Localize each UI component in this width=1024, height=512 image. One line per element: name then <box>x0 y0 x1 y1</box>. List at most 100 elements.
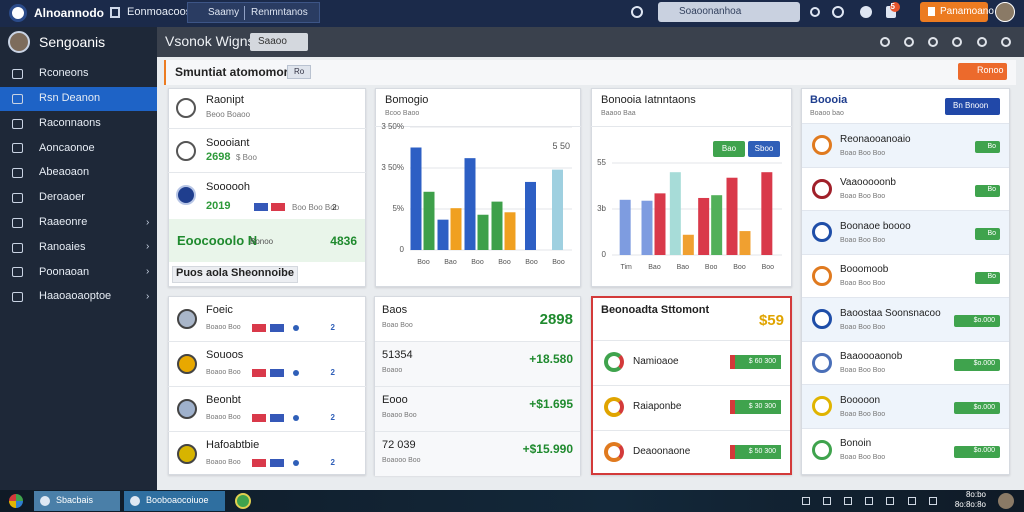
list-row-title: Booomoob <box>840 264 889 276</box>
list-button-label[interactable]: Bn Bnoon <box>953 101 989 111</box>
chart-button[interactable] <box>748 141 780 157</box>
list-row-title: Baoostaa Soonsnacoo <box>840 307 941 319</box>
page-action[interactable] <box>958 63 1007 80</box>
chevron: › <box>146 266 150 278</box>
active-item <box>0 86 157 111</box>
list-row-title: Baaoooaonob <box>840 351 903 363</box>
statement-row: Namioaoe <box>633 355 679 367</box>
action-label[interactable]: Panamoano <box>940 5 994 17</box>
taskbar-app[interactable] <box>34 491 120 511</box>
logo-icon <box>9 4 27 22</box>
badge-label: Bo <box>987 273 996 281</box>
amount-button[interactable] <box>730 445 781 459</box>
badge <box>954 315 1000 327</box>
statement-row: Raiaponbe <box>633 400 682 412</box>
menu-item[interactable]: Rsn Deanon <box>39 91 101 104</box>
chip <box>270 369 284 377</box>
nav-tab[interactable]: Eonmoacoos <box>127 6 192 19</box>
menu-item[interactable]: Haaoaoaoptoe <box>39 290 112 303</box>
menu-icon <box>12 217 23 228</box>
row-icon <box>812 439 832 460</box>
badge <box>975 184 1000 197</box>
chart-button-label[interactable]: Sboo <box>754 144 774 154</box>
row-icon <box>604 352 624 372</box>
row-band <box>375 431 580 476</box>
menu-icon <box>12 242 23 253</box>
highlight-title: Eoocooolo N <box>177 232 258 248</box>
app-icon <box>40 496 50 506</box>
list-row-sub: Boao Boo Boo <box>840 323 886 331</box>
row-divider <box>168 431 366 432</box>
list-row-sub: Boao Boo Boo <box>840 367 886 375</box>
tray-icon <box>844 497 852 505</box>
row-divider <box>593 385 790 386</box>
stat-sub: Boaoo Boo <box>382 411 417 419</box>
crumb-box <box>187 2 320 23</box>
app-icon <box>130 496 140 506</box>
badge-label: $o.000 <box>973 316 995 324</box>
list-button[interactable] <box>945 98 1000 115</box>
page-action-label[interactable]: Ronoo <box>977 65 1004 76</box>
row-note: $ Boo <box>236 153 257 163</box>
amount-label[interactable]: $ 60 300 <box>748 357 776 365</box>
row-sub: Boo Boo Boo <box>292 203 340 213</box>
page-title: Smuntiat atomomor <box>175 64 289 79</box>
badge-dot <box>890 2 900 12</box>
stat-value: +$15.990 <box>522 441 573 456</box>
badge <box>954 358 1000 371</box>
menu-item[interactable]: Deroaoer <box>39 191 85 204</box>
row-title: Soooiant <box>206 137 250 150</box>
taskbar-app-label[interactable]: Booboaocoiuoe <box>146 495 209 506</box>
statement-value: $59 <box>758 311 784 329</box>
chart-button-label[interactable]: Bao <box>721 144 737 154</box>
menu-item[interactable]: Poonaoan <box>39 265 90 278</box>
stat-value: +18.580 <box>529 351 573 366</box>
icon <box>860 6 872 18</box>
crumb-page: Renmntanos <box>251 6 308 18</box>
amount-label[interactable]: $ 50 300 <box>748 447 776 455</box>
icon <box>928 7 935 16</box>
taskbar-app[interactable] <box>124 491 225 511</box>
menu-item[interactable]: Rconeons <box>39 67 89 80</box>
badge <box>975 228 1000 240</box>
search-box[interactable] <box>658 2 800 22</box>
user-name: Sengoanis <box>39 34 106 51</box>
taskbar-app-label[interactable]: Sbacbais <box>56 495 94 506</box>
row-sub: Boaoo Boo <box>206 458 241 466</box>
tray-icon <box>886 497 894 505</box>
row-band <box>375 386 580 431</box>
menu-icon <box>12 193 23 203</box>
stat-sub: Boaoo <box>382 366 403 374</box>
row-note: 2 <box>330 458 335 468</box>
row-icon <box>812 352 832 373</box>
toolbar-icon <box>904 37 914 47</box>
chart-button[interactable] <box>713 141 745 157</box>
chart-subtitle: Baaoo Baa <box>601 109 636 117</box>
chip <box>293 415 299 421</box>
action-button[interactable] <box>920 2 988 22</box>
amount-button[interactable] <box>730 355 781 369</box>
chip <box>293 325 299 331</box>
amount-label[interactable]: $ 30 300 <box>748 402 776 410</box>
chart-title: Bomogio <box>385 94 429 107</box>
stat-title: 72 039 <box>382 439 416 452</box>
toolbar-icon <box>928 37 938 47</box>
stat-value: +$1.695 <box>529 396 573 411</box>
toolbar-button-label[interactable]: Saaoo <box>258 35 287 47</box>
amount-button[interactable] <box>730 400 781 414</box>
badge-label: Bo <box>987 186 996 194</box>
stat-title: Baos <box>382 304 408 317</box>
row-icon <box>812 222 832 242</box>
search-text[interactable]: Soaoonanhoa <box>679 5 742 17</box>
toolbar-button[interactable] <box>250 33 308 51</box>
menu-item[interactable]: Ranoaies <box>39 240 86 253</box>
list-row <box>802 253 1009 297</box>
panel <box>168 296 366 475</box>
menu-item[interactable]: Raaeonre <box>39 215 88 228</box>
menu-item[interactable]: Abeaoaon <box>39 166 90 179</box>
chip <box>252 414 266 422</box>
row-note: 2 <box>330 323 335 333</box>
menu-item[interactable]: Raconnaons <box>39 116 101 129</box>
menu-item[interactable]: Aoncaonoe <box>39 141 95 154</box>
